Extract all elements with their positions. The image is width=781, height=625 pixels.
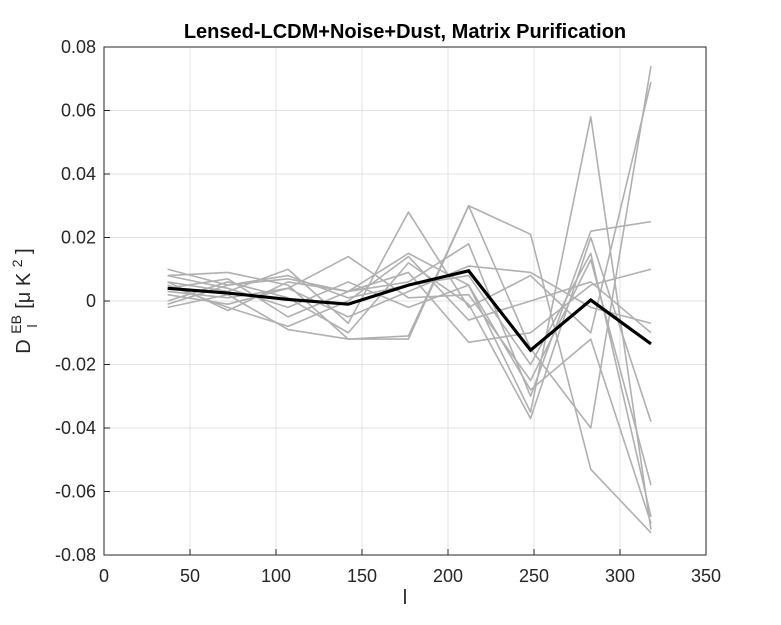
y-label-units-suffix: ] <box>13 248 35 254</box>
x-tick-label: 250 <box>519 566 549 586</box>
y-tick-label: 0.08 <box>61 37 96 57</box>
x-axis-label: l <box>403 587 407 609</box>
y-tick-label: -0.02 <box>55 355 96 375</box>
y-tick-label: 0 <box>86 291 96 311</box>
background-series-line-6 <box>167 236 652 422</box>
background-series-line-3 <box>167 81 652 334</box>
mean-series-line <box>167 269 652 353</box>
y-label-main: D <box>13 339 35 353</box>
x-tick-label: 300 <box>605 566 635 586</box>
y-axis-label: D EB l [μ K 2 ] <box>4 248 42 353</box>
y-label-subscript: l <box>24 324 40 327</box>
y-label-units-power: 2 <box>9 259 25 267</box>
background-series-line-1 <box>167 116 652 530</box>
x-tick-label: 0 <box>99 566 109 586</box>
background-series-line-4 <box>167 220 652 398</box>
y-tick-label: -0.04 <box>55 418 96 438</box>
x-tick-label: 50 <box>180 566 200 586</box>
y-ticks: -0.08 -0.06 -0.04 -0.02 0 0.02 0.04 0.06 0.08 <box>55 37 110 565</box>
svg-text:D EB l [μ K: D EB l [μ K 2 ] <box>4 248 42 353</box>
y-tick-label: 0.04 <box>61 164 96 184</box>
y-tick-label: 0.06 <box>61 101 96 121</box>
y-label-superscript: EB <box>8 315 24 334</box>
series-group <box>167 65 652 534</box>
background-series-line-12 <box>167 255 652 334</box>
chart-title: Lensed-LCDM+Noise+Dust, Matrix Purificat… <box>184 21 626 43</box>
background-series-line-7 <box>167 204 652 534</box>
y-tick-label: -0.06 <box>55 482 96 502</box>
x-tick-label: 150 <box>347 566 377 586</box>
y-tick-label: -0.08 <box>55 545 96 565</box>
background-series-line-8 <box>167 268 652 344</box>
y-tick-label: 0.02 <box>61 228 96 248</box>
x-tick-label: 100 <box>261 566 291 586</box>
x-tick-label: 350 <box>691 566 721 586</box>
background-series-line-2 <box>167 65 652 429</box>
x-ticks: 0 50 100 150 200 250 300 350 <box>99 549 721 586</box>
x-tick-label: 200 <box>433 566 463 586</box>
y-label-units: [μ K <box>13 272 35 309</box>
